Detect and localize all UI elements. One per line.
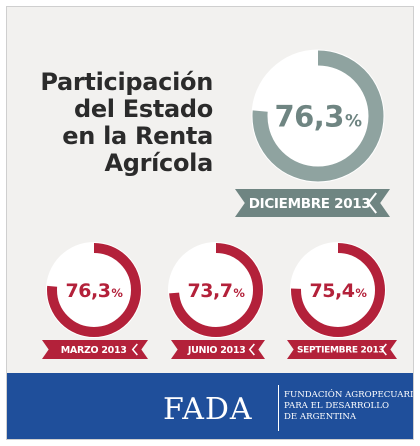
infographic-card: Participación del Estado en la Renta Agr… — [6, 6, 414, 440]
value-number: 73,7 — [188, 280, 233, 302]
ribbon-chevron-icon — [131, 343, 138, 356]
donut-value-label: 75,4% — [310, 280, 368, 302]
fada-logo: FADA — [163, 392, 253, 427]
footer-divider — [278, 385, 279, 431]
donut-value-label: 73,7% — [188, 280, 246, 302]
donut-face — [290, 242, 386, 338]
ribbon-chevron-icon — [367, 192, 377, 214]
period-label: SEPTIEMBRE 2013 — [297, 346, 384, 356]
donut-face — [251, 49, 385, 183]
org-name-line-3: DE ARGENTINA — [284, 412, 357, 422]
value-unit: % — [345, 111, 362, 131]
charts-canvas: 76,3% DICIEMBRE 2013 76,3% MARZO 2013 73,7% J… — [42, 49, 397, 359]
period-label: MARZO 2013 — [61, 345, 127, 356]
title-line-1: Participación — [40, 68, 213, 96]
footer-banner: FADA FUNDACIÓN AGROPECUARIA PARA EL DESA… — [7, 373, 414, 439]
org-name: FUNDACIÓN AGROPECUARIA PARA EL DESARROLL… — [284, 390, 414, 423]
donut-value-arc — [47, 243, 141, 337]
donut-chart-4: 75,4% SEPTIEMBRE 2013 — [287, 242, 397, 359]
donut-value-arc — [252, 50, 384, 182]
period-label: DICIEMBRE 2013 — [249, 196, 371, 212]
donut-chart-3: 73,7% JUNIO 2013 — [168, 242, 265, 359]
donut-value-arc — [291, 243, 385, 337]
donut-face — [168, 242, 264, 338]
period-ribbon — [42, 340, 148, 359]
donut-chart-2: 76,3% MARZO 2013 — [42, 242, 148, 359]
donut-value-label: 76,3% — [66, 280, 124, 302]
value-number: 76,3 — [274, 99, 344, 133]
donut-face — [46, 242, 142, 338]
value-unit: % — [233, 286, 245, 300]
period-label: JUNIO 2013 — [187, 345, 246, 356]
org-name-line-2: PARA EL DESARROLLO — [284, 401, 390, 411]
period-ribbon — [171, 340, 265, 359]
value-number: 76,3 — [66, 280, 111, 302]
value-unit: % — [355, 286, 367, 300]
title-line-4: Agrícola — [104, 149, 213, 177]
title-line-3: en la Renta — [62, 122, 213, 150]
ribbon-chevron-icon — [380, 343, 387, 356]
period-ribbon — [235, 189, 390, 217]
donut-value-arc — [169, 243, 263, 337]
donut-chart-1: 76,3% DICIEMBRE 2013 — [235, 49, 390, 217]
org-name-line-1: FUNDACIÓN AGROPECUARIA — [284, 390, 414, 400]
value-number: 75,4 — [310, 280, 355, 302]
ribbon-chevron-icon — [248, 343, 255, 356]
donut-value-label: 76,3% — [274, 99, 362, 133]
value-unit: % — [111, 286, 123, 300]
period-ribbon — [287, 340, 397, 359]
title-line-2: del Estado — [73, 95, 213, 123]
